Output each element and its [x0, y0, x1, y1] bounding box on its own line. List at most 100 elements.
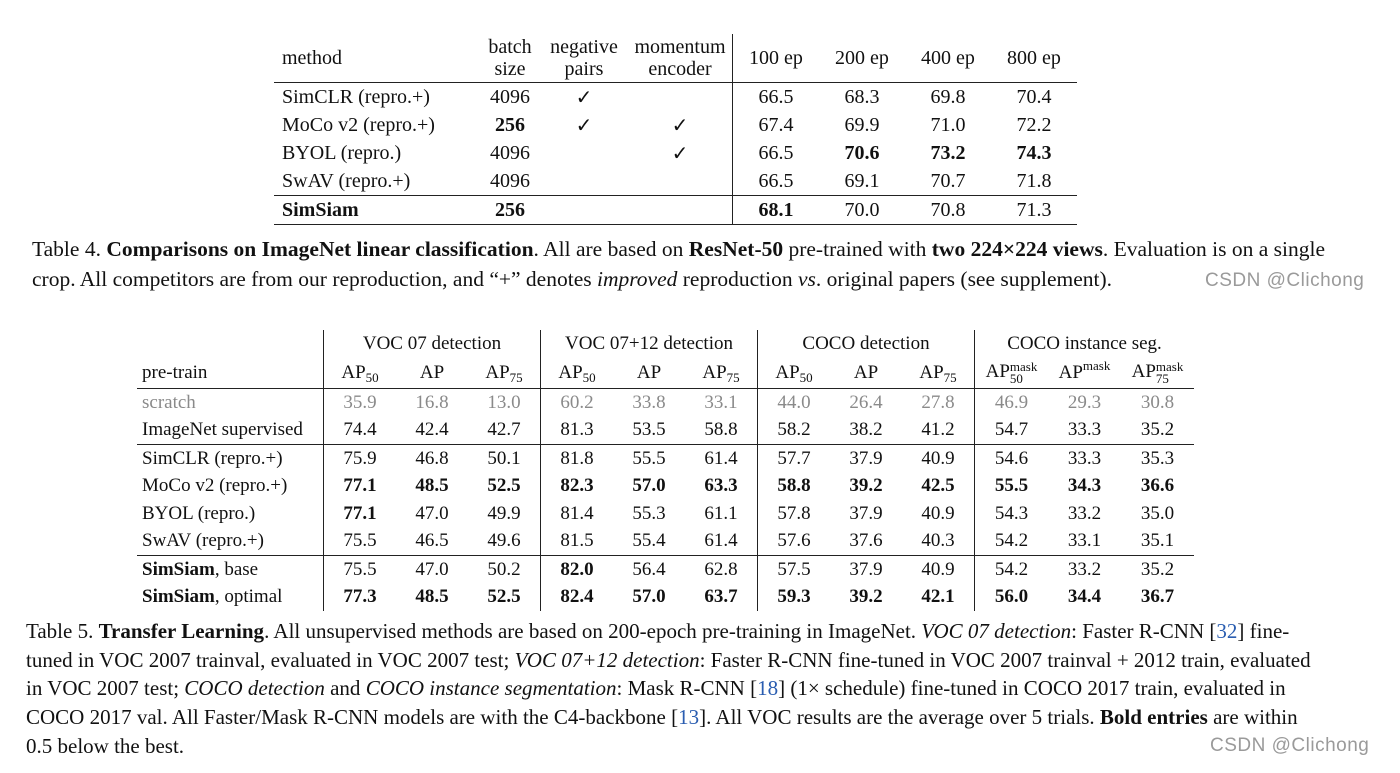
- cell-value: 69.8: [930, 85, 966, 108]
- cell-value: 57.5: [777, 558, 811, 580]
- cell-value: 66.5: [732, 167, 819, 196]
- cell-value: 63.3: [685, 472, 758, 500]
- cell-value: 69.9: [844, 113, 880, 136]
- cell-value: 44.0: [777, 391, 811, 413]
- cell-value: 58.8: [777, 475, 811, 497]
- row-pretrain: scratch: [137, 388, 324, 417]
- cell-value: 42.1: [902, 583, 975, 611]
- header-ap: AP: [830, 358, 902, 389]
- cell-value: 67.4: [758, 113, 794, 136]
- table-row: ImageNet supervised 74.4 42.4 42.7 81.3 53.5 5…: [137, 416, 1194, 445]
- cell-value: 46.9: [994, 391, 1029, 413]
- cell-value: 57.0: [632, 475, 666, 497]
- cell-value: 60.2: [560, 391, 594, 413]
- header-ap75: AP75: [685, 358, 758, 389]
- row-pretrain: ImageNet supervised: [137, 416, 324, 445]
- cell-value: 69.1: [819, 167, 905, 196]
- cell-value: 42.4: [396, 416, 468, 445]
- cell-value: 39.2: [849, 586, 883, 608]
- cell-value: 57.0: [632, 586, 666, 608]
- row-method: SwAV (repro.+): [274, 167, 480, 196]
- table-row: scratch 35.9 16.8 13.0 60.2 33.8 33.1 44.0 26.4 2…: [137, 388, 1194, 417]
- cell-batch: 4096: [480, 167, 540, 196]
- cell-value: 75.9: [343, 447, 377, 469]
- cell-value: 58.2: [757, 416, 830, 445]
- table-row: SimSiam, base 75.5 47.0 50.2 82.0 56.4 62.8 57.…: [137, 555, 1194, 584]
- cell-value: 13.0: [468, 388, 541, 417]
- table-4: method batch size negative pairs momentum e…: [274, 34, 1077, 225]
- cell-value: 37.6: [830, 527, 902, 556]
- table-5-caption: Table 5. Transfer Learning. All unsuperv…: [26, 619, 1311, 758]
- cell-batch: 256: [480, 195, 540, 225]
- cell-value: 33.2: [1067, 558, 1102, 580]
- cell-value: 59.3: [777, 586, 811, 608]
- row-method: SimSiam: [274, 195, 480, 225]
- cell-value: 66.5: [758, 85, 794, 108]
- cell-value: 72.2: [1016, 113, 1052, 136]
- cell-value: 70.7: [905, 167, 991, 196]
- citation-link[interactable]: 32: [1216, 619, 1238, 643]
- cell-value: 55.4: [613, 527, 685, 556]
- cell-value: 34.4: [1067, 586, 1102, 608]
- cell-value: 61.1: [685, 500, 758, 528]
- cell-negative: [540, 139, 628, 167]
- group-voc07: VOC 07 detection: [323, 330, 541, 358]
- cell-value: 35.2: [1140, 558, 1175, 580]
- header-apmask75: APmask 75: [1121, 358, 1194, 389]
- citation-link[interactable]: 13: [678, 705, 700, 730]
- cell-value: 39.2: [849, 475, 883, 497]
- cell-value: 40.9: [902, 555, 975, 584]
- header-momentum-encoder: momentum encoder: [628, 34, 733, 83]
- cell-value: 71.8: [991, 167, 1077, 196]
- cell-value: 75.5: [343, 558, 377, 580]
- cell-negative: [540, 167, 628, 196]
- cell-value: 81.8: [560, 447, 594, 469]
- cell-value: 33.3: [1048, 416, 1121, 445]
- watermark: CSDN @Clichong: [1210, 735, 1370, 756]
- header-apmask50: APmask 50: [974, 358, 1048, 389]
- row-method: MoCo v2 (repro.+): [282, 113, 435, 136]
- cell-value: 63.7: [685, 583, 758, 611]
- cell-value: 16.8: [415, 391, 449, 413]
- cell-value: 52.5: [468, 472, 541, 500]
- cell-value: 77.3: [343, 586, 377, 608]
- row-pretrain: SwAV (repro.+): [137, 527, 324, 556]
- cell-value: 61.4: [685, 444, 758, 473]
- row-pretrain: SimSiam, base: [137, 555, 324, 584]
- header-ap50: AP50: [323, 358, 396, 389]
- cell-value: 70.8: [905, 195, 991, 225]
- cell-value: 54.3: [994, 502, 1029, 524]
- cell-value: 56.0: [994, 586, 1029, 608]
- table-row: SimSiam, optimal 77.3 48.5 52.5 82.4 57.0 63.7…: [137, 583, 1194, 611]
- cell-value: 49.6: [468, 527, 541, 556]
- cell-batch: 256: [495, 113, 525, 136]
- cell-value: 47.0: [415, 502, 449, 524]
- row-pretrain: BYOL (repro.): [137, 500, 324, 528]
- cell-momentum: [628, 167, 733, 196]
- cell-value: 46.8: [415, 447, 449, 469]
- cell-value: 35.3: [1140, 447, 1175, 469]
- cell-value: 81.3: [540, 416, 613, 445]
- cell-value: 53.5: [613, 416, 685, 445]
- cell-value: 33.1: [685, 388, 758, 417]
- cell-value: 33.8: [632, 391, 666, 413]
- cell-value: 56.4: [632, 558, 666, 580]
- citation-link[interactable]: 18: [757, 676, 779, 701]
- group-coco-inst: COCO instance seg.: [1007, 333, 1162, 354]
- cell-value: 36.7: [1140, 586, 1175, 608]
- cell-value: 71.0: [930, 113, 966, 136]
- cell-value: 30.8: [1140, 391, 1175, 413]
- header-ap50: AP50: [540, 358, 613, 389]
- cell-batch: 4096: [490, 141, 530, 164]
- cell-value: 49.9: [468, 500, 541, 528]
- table-row: SimSiam 256 68.1 70.0 70.8 71.3: [274, 195, 1077, 225]
- cell-value: 34.3: [1067, 475, 1102, 497]
- header-batch-size: batch size: [480, 34, 540, 83]
- header-800ep: 800 ep: [991, 34, 1077, 83]
- cell-value: 48.5: [415, 475, 449, 497]
- cell-value: 54.7: [974, 416, 1048, 445]
- cell-value: 50.1: [468, 444, 541, 473]
- cell-value: 40.9: [902, 500, 975, 528]
- cell-value: 46.5: [396, 527, 468, 556]
- cell-value: 55.3: [632, 502, 666, 524]
